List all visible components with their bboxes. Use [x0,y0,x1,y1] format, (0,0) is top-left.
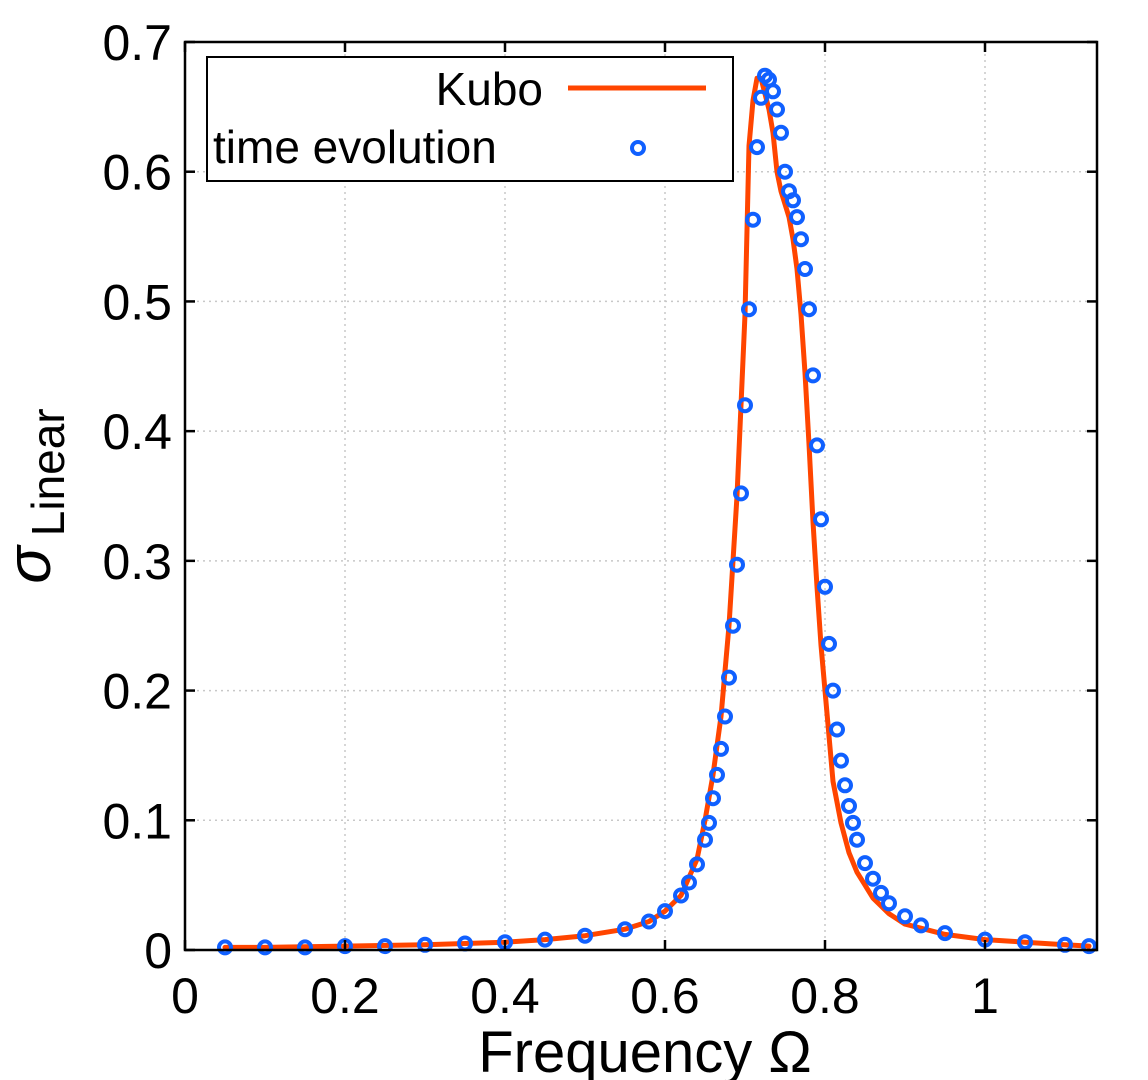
ticks [183,40,1097,952]
x-tick-label: 0.8 [790,968,860,1024]
data-point-time-evolution [765,83,781,100]
legend: Kubo time evolution [206,56,734,182]
data-point-time-evolution [729,556,745,573]
data-point-time-evolution [769,101,785,118]
data-point-time-evolution [913,917,929,934]
data-point-time-evolution [809,437,825,454]
data-point-time-evolution [701,814,717,831]
plot-frame [183,40,1099,952]
y-tick-label: 0.3 [102,534,172,590]
data-point-time-evolution [725,617,741,634]
y-tick-label: 0.6 [102,145,172,201]
data-point-time-evolution [617,921,633,938]
legend-swatch-time-evolution [630,140,646,156]
x-tick-label: 0.2 [310,968,380,1024]
data-point-time-evolution [837,777,853,794]
y-tick-label: 0.2 [102,664,172,720]
data-point-time-evolution [257,939,273,956]
data-point-time-evolution [217,939,233,956]
data-point-time-evolution [737,397,753,414]
data-point-time-evolution [773,124,789,141]
data-point-time-evolution [897,908,913,925]
data-point-time-evolution [829,721,845,738]
x-tick-label: 1 [971,968,999,1024]
data-point-time-evolution [841,798,857,814]
data-point-time-evolution [733,485,749,502]
data-point-time-evolution [713,740,729,757]
data-point-time-evolution [805,367,821,384]
data-point-time-evolution [709,766,725,783]
data-point-time-evolution [377,938,393,955]
data-point-time-evolution [749,139,765,156]
data-point-time-evolution [753,89,769,106]
x-tick-label: 0.6 [630,968,700,1024]
data-point-time-evolution [1017,934,1033,951]
data-point-time-evolution [793,231,809,248]
data-point-time-evolution [821,635,837,652]
data-point-time-evolution [813,511,829,528]
data-point-time-evolution [797,261,813,277]
data-point-time-evolution [705,790,721,807]
series-layer [217,67,1097,956]
data-point-time-evolution [865,870,881,887]
data-point-time-evolution [825,682,841,699]
data-point-time-evolution [801,301,817,318]
data-point-time-evolution [657,903,673,920]
plot-background [185,42,1097,950]
x-tick-label: 0 [171,968,199,1024]
y-tick-label: 0.1 [102,793,172,849]
data-point-time-evolution [697,831,713,848]
data-point-time-evolution [789,209,805,226]
data-point-time-evolution [689,856,705,873]
data-point-time-evolution [745,211,761,228]
data-point-time-evolution [785,192,801,209]
data-point-time-evolution [717,708,733,725]
y-tick-label: 0.4 [102,404,172,460]
data-point-time-evolution [297,939,313,956]
data-point-time-evolution [641,913,657,930]
data-point-time-evolution [577,927,593,944]
data-point-time-evolution [721,669,737,686]
x-axis-title: Frequency Ω [478,1020,812,1080]
data-point-time-evolution [673,887,689,904]
data-point-time-evolution [857,855,873,872]
data-point-time-evolution [873,884,889,901]
data-point-time-evolution [777,163,793,180]
legend-label-kubo: Kubo [436,63,543,115]
data-point-time-evolution [937,925,953,942]
legend-box [206,56,734,182]
data-point-time-evolution [741,301,757,318]
tick-labels: 0 0.2 0.4 0.6 0.8 1 0 0.1 0.2 0.3 0.4 0.5 0.6 0.7 [102,15,998,1024]
svg-text:σLinear: σ Linear [0,408,74,583]
data-point-time-evolution [881,895,897,912]
y-axis-title-subscript: Linear [22,408,74,536]
y-axis-title-symbol: σ [0,544,64,584]
data-point-time-evolution [849,831,865,848]
data-point-time-evolution [1081,938,1097,955]
y-axis-title: σ Linear [0,408,74,583]
x-tick-label: 0.4 [470,968,540,1024]
data-point-time-evolution [817,578,833,595]
data-point-time-evolution [845,814,861,831]
data-point-time-evolution [537,931,553,948]
data-point-time-evolution [681,874,697,891]
y-tick-label: 0 [144,923,172,979]
y-tick-label: 0.5 [102,274,172,330]
y-tick-label: 0.7 [102,15,172,71]
data-point-time-evolution [833,752,849,769]
legend-label-time-evolution: time evolution [213,121,497,173]
